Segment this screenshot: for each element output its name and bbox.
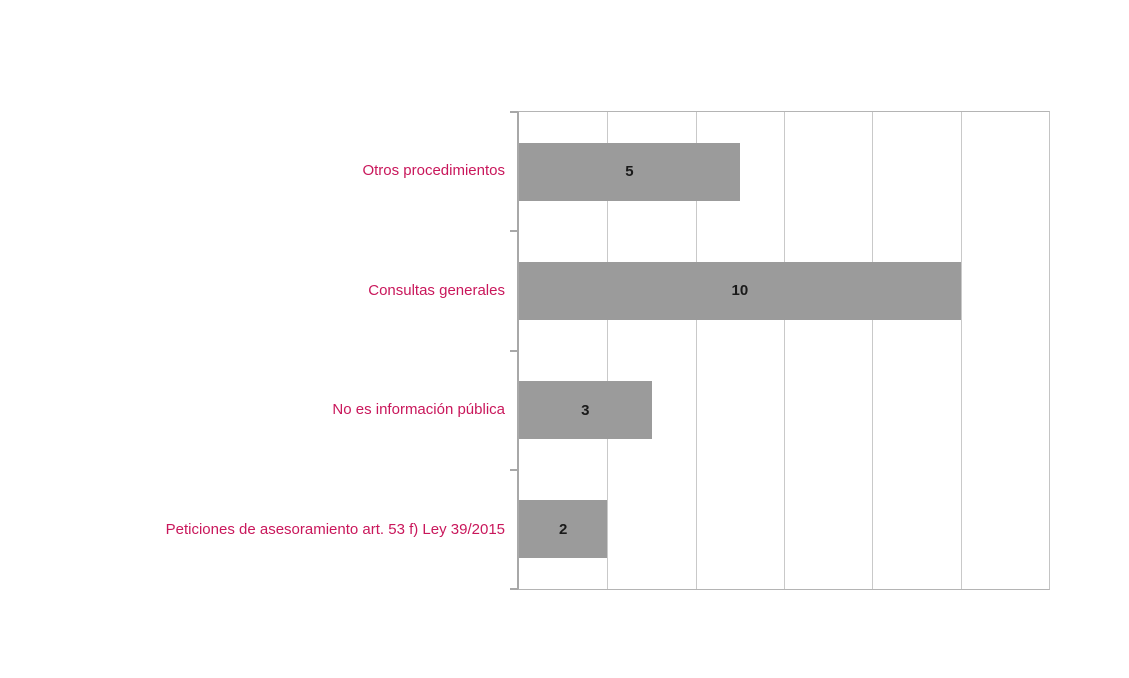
- category-label: Consultas generales: [368, 281, 505, 299]
- category-label: Otros procedimientos: [362, 161, 505, 179]
- gridline: [784, 112, 785, 589]
- axis-tick: [510, 588, 518, 590]
- bar: 5: [519, 142, 740, 201]
- bar-row: 5: [519, 112, 1049, 231]
- bar: 3: [519, 381, 652, 440]
- axis-tick: [510, 230, 518, 233]
- bar: 10: [519, 261, 961, 320]
- axis-tick: [510, 111, 518, 113]
- category-axis: Otros procedimientos Consultas generales N…: [0, 111, 507, 590]
- gridline: [607, 112, 609, 589]
- bar-value-label: 5: [625, 163, 634, 181]
- category-label: No es información pública: [332, 401, 505, 419]
- bar-row: 2: [519, 470, 1049, 589]
- gridline: [695, 112, 697, 589]
- gridline: [960, 112, 962, 589]
- axis-tick: [510, 468, 518, 471]
- category-label: Peticiones de asesoramiento art. 53 f) L…: [165, 521, 505, 539]
- plot-area: 5 10 3 2: [510, 111, 1050, 590]
- axis-tick: [510, 349, 518, 352]
- bar: 2: [519, 500, 608, 559]
- bar-row: 3: [519, 351, 1049, 470]
- bar-row: 10: [519, 231, 1049, 350]
- bar-series: 5 10 3 2: [519, 112, 1049, 589]
- bar-value-label: 2: [558, 520, 568, 538]
- bar-value-label: 10: [731, 282, 749, 300]
- gridline: [872, 112, 874, 589]
- bar-value-label: 3: [581, 401, 590, 419]
